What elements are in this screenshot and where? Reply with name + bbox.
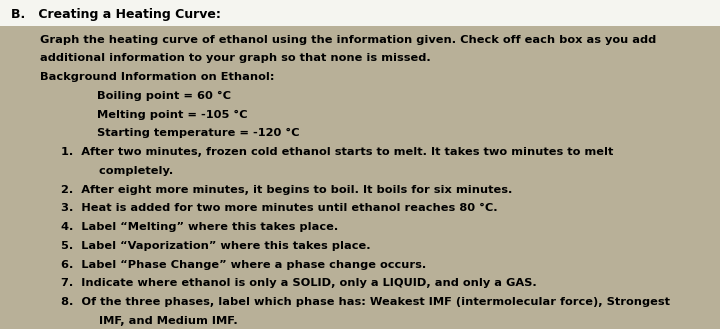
Text: Background Information on Ethanol:: Background Information on Ethanol:: [40, 72, 274, 82]
Text: Boiling point = 60 °C: Boiling point = 60 °C: [97, 91, 231, 101]
Text: additional information to your graph so that none is missed.: additional information to your graph so …: [40, 53, 431, 63]
Text: 6.  Label “Phase Change” where a phase change occurs.: 6. Label “Phase Change” where a phase ch…: [61, 260, 426, 269]
Text: 4.  Label “Melting” where this takes place.: 4. Label “Melting” where this takes plac…: [61, 222, 338, 232]
Text: Starting temperature = -120 °C: Starting temperature = -120 °C: [97, 128, 300, 139]
Text: 2.  After eight more minutes, it begins to boil. It boils for six minutes.: 2. After eight more minutes, it begins t…: [61, 185, 513, 194]
Text: 8.  Of the three phases, label which phase has: Weakest IMF (intermolecular forc: 8. Of the three phases, label which phas…: [61, 297, 670, 307]
Text: Melting point = -105 °C: Melting point = -105 °C: [97, 110, 248, 120]
Text: B.   Creating a Heating Curve:: B. Creating a Heating Curve:: [11, 8, 220, 21]
Text: 3.  Heat is added for two more minutes until ethanol reaches 80 °C.: 3. Heat is added for two more minutes un…: [61, 203, 498, 213]
Bar: [0, 0, 720, 26]
Text: 5.  Label “Vaporization” where this takes place.: 5. Label “Vaporization” where this takes…: [61, 241, 371, 251]
Text: 7.  Indicate where ethanol is only a SOLID, only a LIQUID, and only a GAS.: 7. Indicate where ethanol is only a SOLI…: [61, 278, 537, 288]
Text: 1.  After two minutes, frozen cold ethanol starts to melt. It takes two minutes : 1. After two minutes, frozen cold ethano…: [61, 147, 613, 157]
Text: IMF, and Medium IMF.: IMF, and Medium IMF.: [83, 316, 238, 326]
Text: completely.: completely.: [83, 166, 173, 176]
Text: Graph the heating curve of ethanol using the information given. Check off each b: Graph the heating curve of ethanol using…: [40, 35, 656, 44]
